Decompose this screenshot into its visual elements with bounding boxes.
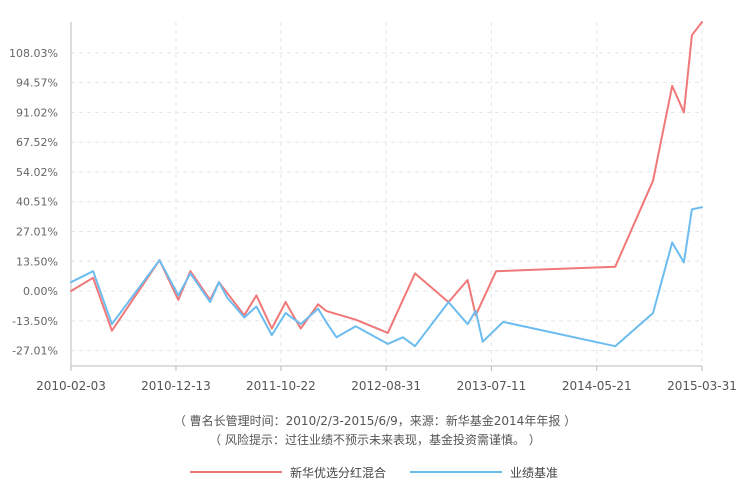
legend-swatch-benchmark [410,471,502,473]
x-tick-label: 2012-08-31 [351,379,421,393]
y-tick-label: 108.03% [9,47,58,60]
x-tick-label: 2011-10-22 [246,379,316,393]
risk-warning-note: （ 风险提示：过往业绩不预示未来表现，基金投资需谨慎。 ） [209,433,541,447]
y-tick-label: 27.01% [16,225,58,238]
line-chart: 108.03% 94.57% 91.02% 67.52% 54.02% 40.51% 27.… [9,21,737,393]
legend-swatch-fund [190,471,282,473]
y-tick-label: 67.52% [16,136,58,149]
y-tick-label: 0.00% [23,285,58,298]
y-tick-labels: 108.03% 94.57% 91.02% 67.52% 54.02% 40.51% 27.… [9,47,58,358]
x-tick-label: 2014-05-21 [562,379,632,393]
series-line-benchmark [70,206,703,348]
x-tick-labels: 2010-02-03 2010-12-13 2011-10-22 2012-08-31… [36,366,737,393]
legend-item-fund[interactable]: 新华优选分红混合 [190,462,386,482]
legend-label-fund: 新华优选分红混合 [290,465,387,480]
y-tick-label: 91.02% [16,106,58,119]
y-tick-label: 13.50% [16,255,58,268]
legend-item-benchmark[interactable]: 业绩基准 [410,462,558,482]
y-tick-label: 40.51% [16,196,58,209]
series-lines [70,21,703,348]
grid-lines [71,22,703,366]
x-tick-label: 2013-07-11 [457,379,527,393]
y-tick-label: -27.01% [12,345,58,358]
y-tick-label: 54.02% [16,166,58,179]
legend-label-benchmark: 业绩基准 [510,465,559,480]
y-tick-label: 94.57% [16,76,58,89]
x-tick-label: 2010-12-13 [141,379,211,393]
management-period-note: （ 曹名长管理时间：2010/2/3-2015/6/9，来源：新华基金2014年… [173,414,577,428]
x-tick-label: 2010-02-03 [36,379,106,393]
y-tick-label: -13.50% [12,315,58,328]
x-tick-label: 2015-03-31 [667,379,737,393]
